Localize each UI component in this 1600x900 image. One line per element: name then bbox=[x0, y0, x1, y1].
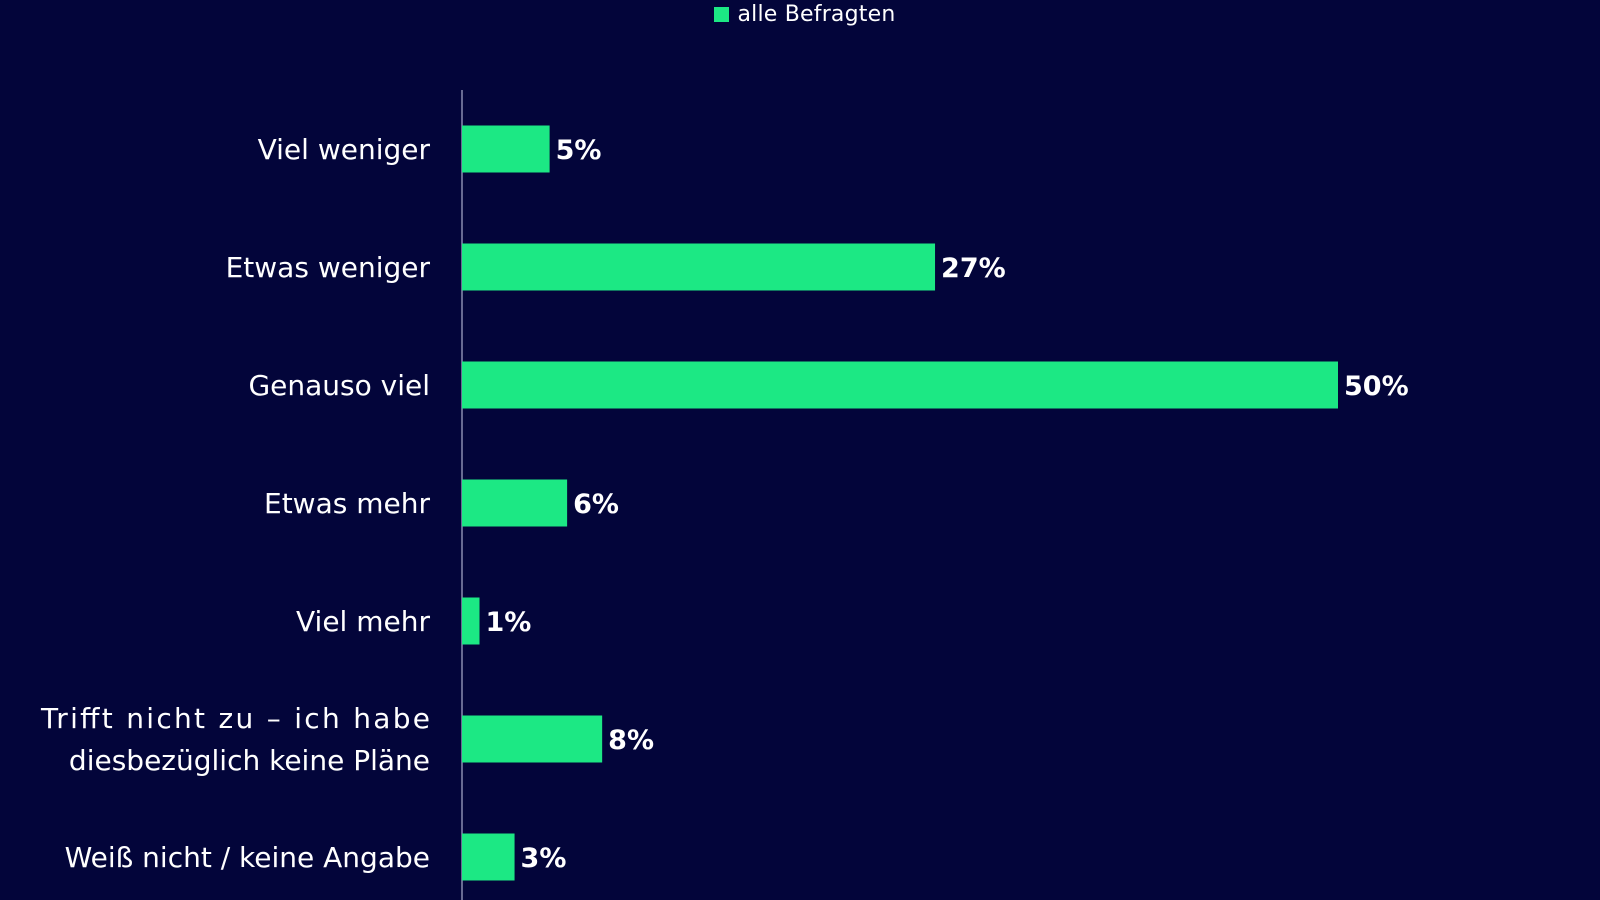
bar bbox=[462, 597, 480, 645]
category-label: Genauso viel bbox=[248, 369, 430, 402]
legend: alle Befragten bbox=[0, 2, 1600, 27]
bar bbox=[462, 243, 936, 291]
bar bbox=[462, 479, 568, 527]
category-label: Viel weniger bbox=[258, 133, 431, 166]
data-label: 5% bbox=[556, 135, 602, 166]
bar bbox=[462, 361, 1338, 409]
category-label: Etwas weniger bbox=[226, 251, 431, 284]
bar bbox=[462, 833, 515, 881]
category-label: Trifft nicht zu – ich habe bbox=[40, 702, 430, 735]
legend-label: alle Befragten bbox=[737, 2, 896, 27]
bar bbox=[462, 125, 550, 173]
bar bbox=[462, 715, 603, 763]
data-label: 3% bbox=[521, 843, 567, 874]
category-label: Viel mehr bbox=[296, 605, 430, 638]
category-label: diesbezüglich keine Pläne bbox=[69, 744, 430, 777]
data-label: 27% bbox=[941, 253, 1006, 284]
data-label: 8% bbox=[608, 725, 654, 756]
category-label: Weiß nicht / keine Angabe bbox=[65, 841, 430, 874]
category-label: Etwas mehr bbox=[264, 487, 430, 520]
data-label: 50% bbox=[1344, 371, 1409, 402]
data-label: 6% bbox=[573, 489, 619, 520]
data-label: 1% bbox=[486, 607, 532, 638]
legend-swatch bbox=[714, 7, 730, 22]
